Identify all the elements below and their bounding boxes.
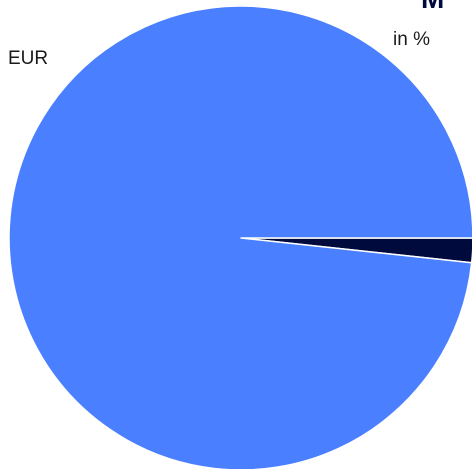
pie-slices xyxy=(8,5,472,469)
pie-slice-1 xyxy=(8,5,472,469)
chart-subtitle: in % xyxy=(393,29,430,50)
slice-label-eur: EUR xyxy=(8,48,48,69)
chart-title: M xyxy=(421,0,444,14)
